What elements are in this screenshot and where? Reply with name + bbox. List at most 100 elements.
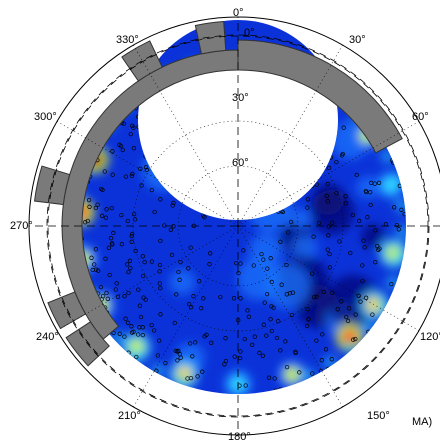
sample-marker: [202, 215, 207, 220]
sample-marker: [152, 209, 157, 215]
sample-marker: [293, 349, 298, 355]
sample-marker: [337, 239, 342, 244]
sample-marker: [346, 306, 352, 311]
sample-marker: [377, 246, 382, 251]
sample-marker: [142, 259, 147, 265]
angular-tick-label: 0°: [233, 7, 244, 19]
sample-marker: [137, 303, 142, 308]
sample-marker: [260, 353, 266, 358]
sample-marker: [345, 318, 351, 324]
sample-marker: [104, 290, 109, 296]
sample-marker: [155, 353, 161, 358]
sample-marker: [362, 245, 367, 250]
sample-marker: [297, 370, 302, 375]
sample-marker: [129, 232, 135, 237]
sample-marker: [85, 218, 90, 224]
sample-marker: [158, 285, 163, 291]
tick-labels: 0° 30° 60° 120° 150° 180° 210° 240° 270° 300° 330°…: [10, 7, 440, 442]
sample-marker: [314, 338, 319, 343]
sample-marker: [306, 317, 311, 322]
sample-marker: [231, 296, 237, 301]
sample-marker: [339, 153, 345, 158]
sample-marker: [314, 182, 319, 187]
sample-marker: [305, 307, 310, 312]
sample-marker: [170, 203, 175, 208]
sample-marker: [96, 268, 101, 273]
sample-marker: [133, 248, 138, 254]
sample-marker: [334, 159, 339, 165]
sample-marker: [363, 188, 368, 194]
sample-marker: [368, 190, 373, 195]
sample-marker: [104, 207, 109, 212]
grid-spoke: [133, 44, 239, 227]
sample-marker: [343, 201, 349, 206]
sample-marker: [92, 262, 97, 267]
sample-marker: [125, 320, 131, 325]
sample-marker: [257, 350, 262, 356]
sample-marker: [357, 218, 362, 224]
grid-spoke: [237, 44, 343, 227]
sample-marker: [128, 265, 133, 271]
heat-patch: [237, 257, 280, 300]
heat-patch: [356, 176, 379, 199]
sample-marker: [288, 219, 294, 225]
sample-marker: [90, 267, 95, 273]
sample-marker: [289, 312, 295, 318]
sample-marker: [324, 193, 329, 199]
sample-marker: [238, 261, 243, 266]
sample-marker: [325, 181, 330, 187]
sample-marker: [190, 354, 195, 359]
heat-patch: [290, 208, 311, 230]
sample-marker: [109, 205, 114, 211]
sample-marker: [314, 294, 319, 299]
sample-marker: [168, 227, 174, 232]
sample-marker: [144, 167, 150, 173]
sample-marker: [343, 194, 348, 199]
sample-marker: [93, 247, 99, 252]
grid-spoke: [237, 225, 420, 331]
sample-marker: [316, 220, 322, 226]
sample-marker: [114, 281, 119, 286]
sample-marker: [326, 165, 332, 171]
polar-grid: [29, 17, 440, 435]
sample-marker: [105, 296, 110, 301]
angular-tick-label: 210°: [118, 410, 141, 422]
sample-marker: [373, 260, 378, 265]
sample-marker: [201, 296, 206, 301]
sample-marker: [158, 197, 163, 202]
sample-marker: [199, 306, 204, 311]
sample-marker: [123, 174, 129, 179]
sample-marker: [121, 121, 126, 126]
sample-marker: [391, 205, 397, 210]
angular-tick-label: 150°: [367, 410, 390, 422]
sample-marker: [110, 149, 115, 154]
sample-marker: [129, 239, 134, 244]
sample-marker: [321, 289, 326, 294]
angular-tick-label: 330°: [116, 34, 139, 46]
sample-marker: [311, 234, 316, 239]
sample-marker: [200, 369, 205, 374]
sample-marker: [143, 297, 148, 302]
sample-marker: [266, 375, 272, 380]
sample-marker: [250, 342, 255, 347]
grid-spoke: [56, 121, 239, 227]
sample-marker: [103, 256, 108, 261]
sample-marker: [149, 259, 155, 264]
sample-marker: [312, 294, 317, 300]
radial-tick-label: 30°: [232, 92, 249, 104]
sample-marker: [350, 212, 356, 218]
sample-marker: [99, 213, 105, 218]
angular-tick-label: 240°: [36, 331, 59, 343]
sample-marker: [138, 166, 143, 171]
sample-marker: [126, 269, 131, 275]
sample-marker: [279, 282, 284, 287]
sample-marker: [396, 227, 401, 232]
sample-marker: [175, 358, 180, 363]
sample-marker: [268, 256, 273, 261]
sample-marker: [358, 299, 363, 304]
sample-marker: [356, 293, 361, 298]
sample-marker: [108, 236, 114, 241]
sample-marker: [86, 197, 92, 203]
sample-marker: [157, 262, 163, 268]
